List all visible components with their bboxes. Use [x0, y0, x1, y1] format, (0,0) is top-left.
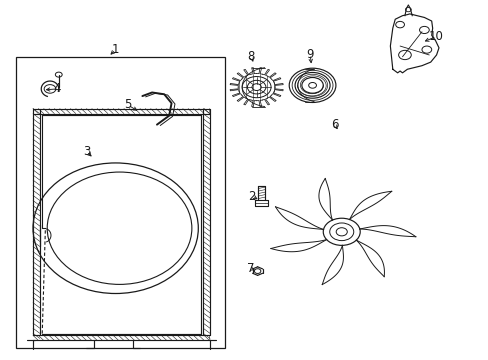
Text: 4: 4 — [54, 82, 61, 95]
Text: 2: 2 — [248, 190, 256, 203]
Text: 9: 9 — [306, 48, 313, 61]
Text: 7: 7 — [246, 262, 254, 275]
Text: 6: 6 — [330, 118, 338, 131]
Text: 5: 5 — [124, 99, 131, 112]
Text: 8: 8 — [247, 50, 254, 63]
Bar — [16, 57, 224, 348]
Text: 1: 1 — [112, 43, 119, 56]
Text: 3: 3 — [82, 145, 90, 158]
Text: 10: 10 — [428, 30, 443, 43]
